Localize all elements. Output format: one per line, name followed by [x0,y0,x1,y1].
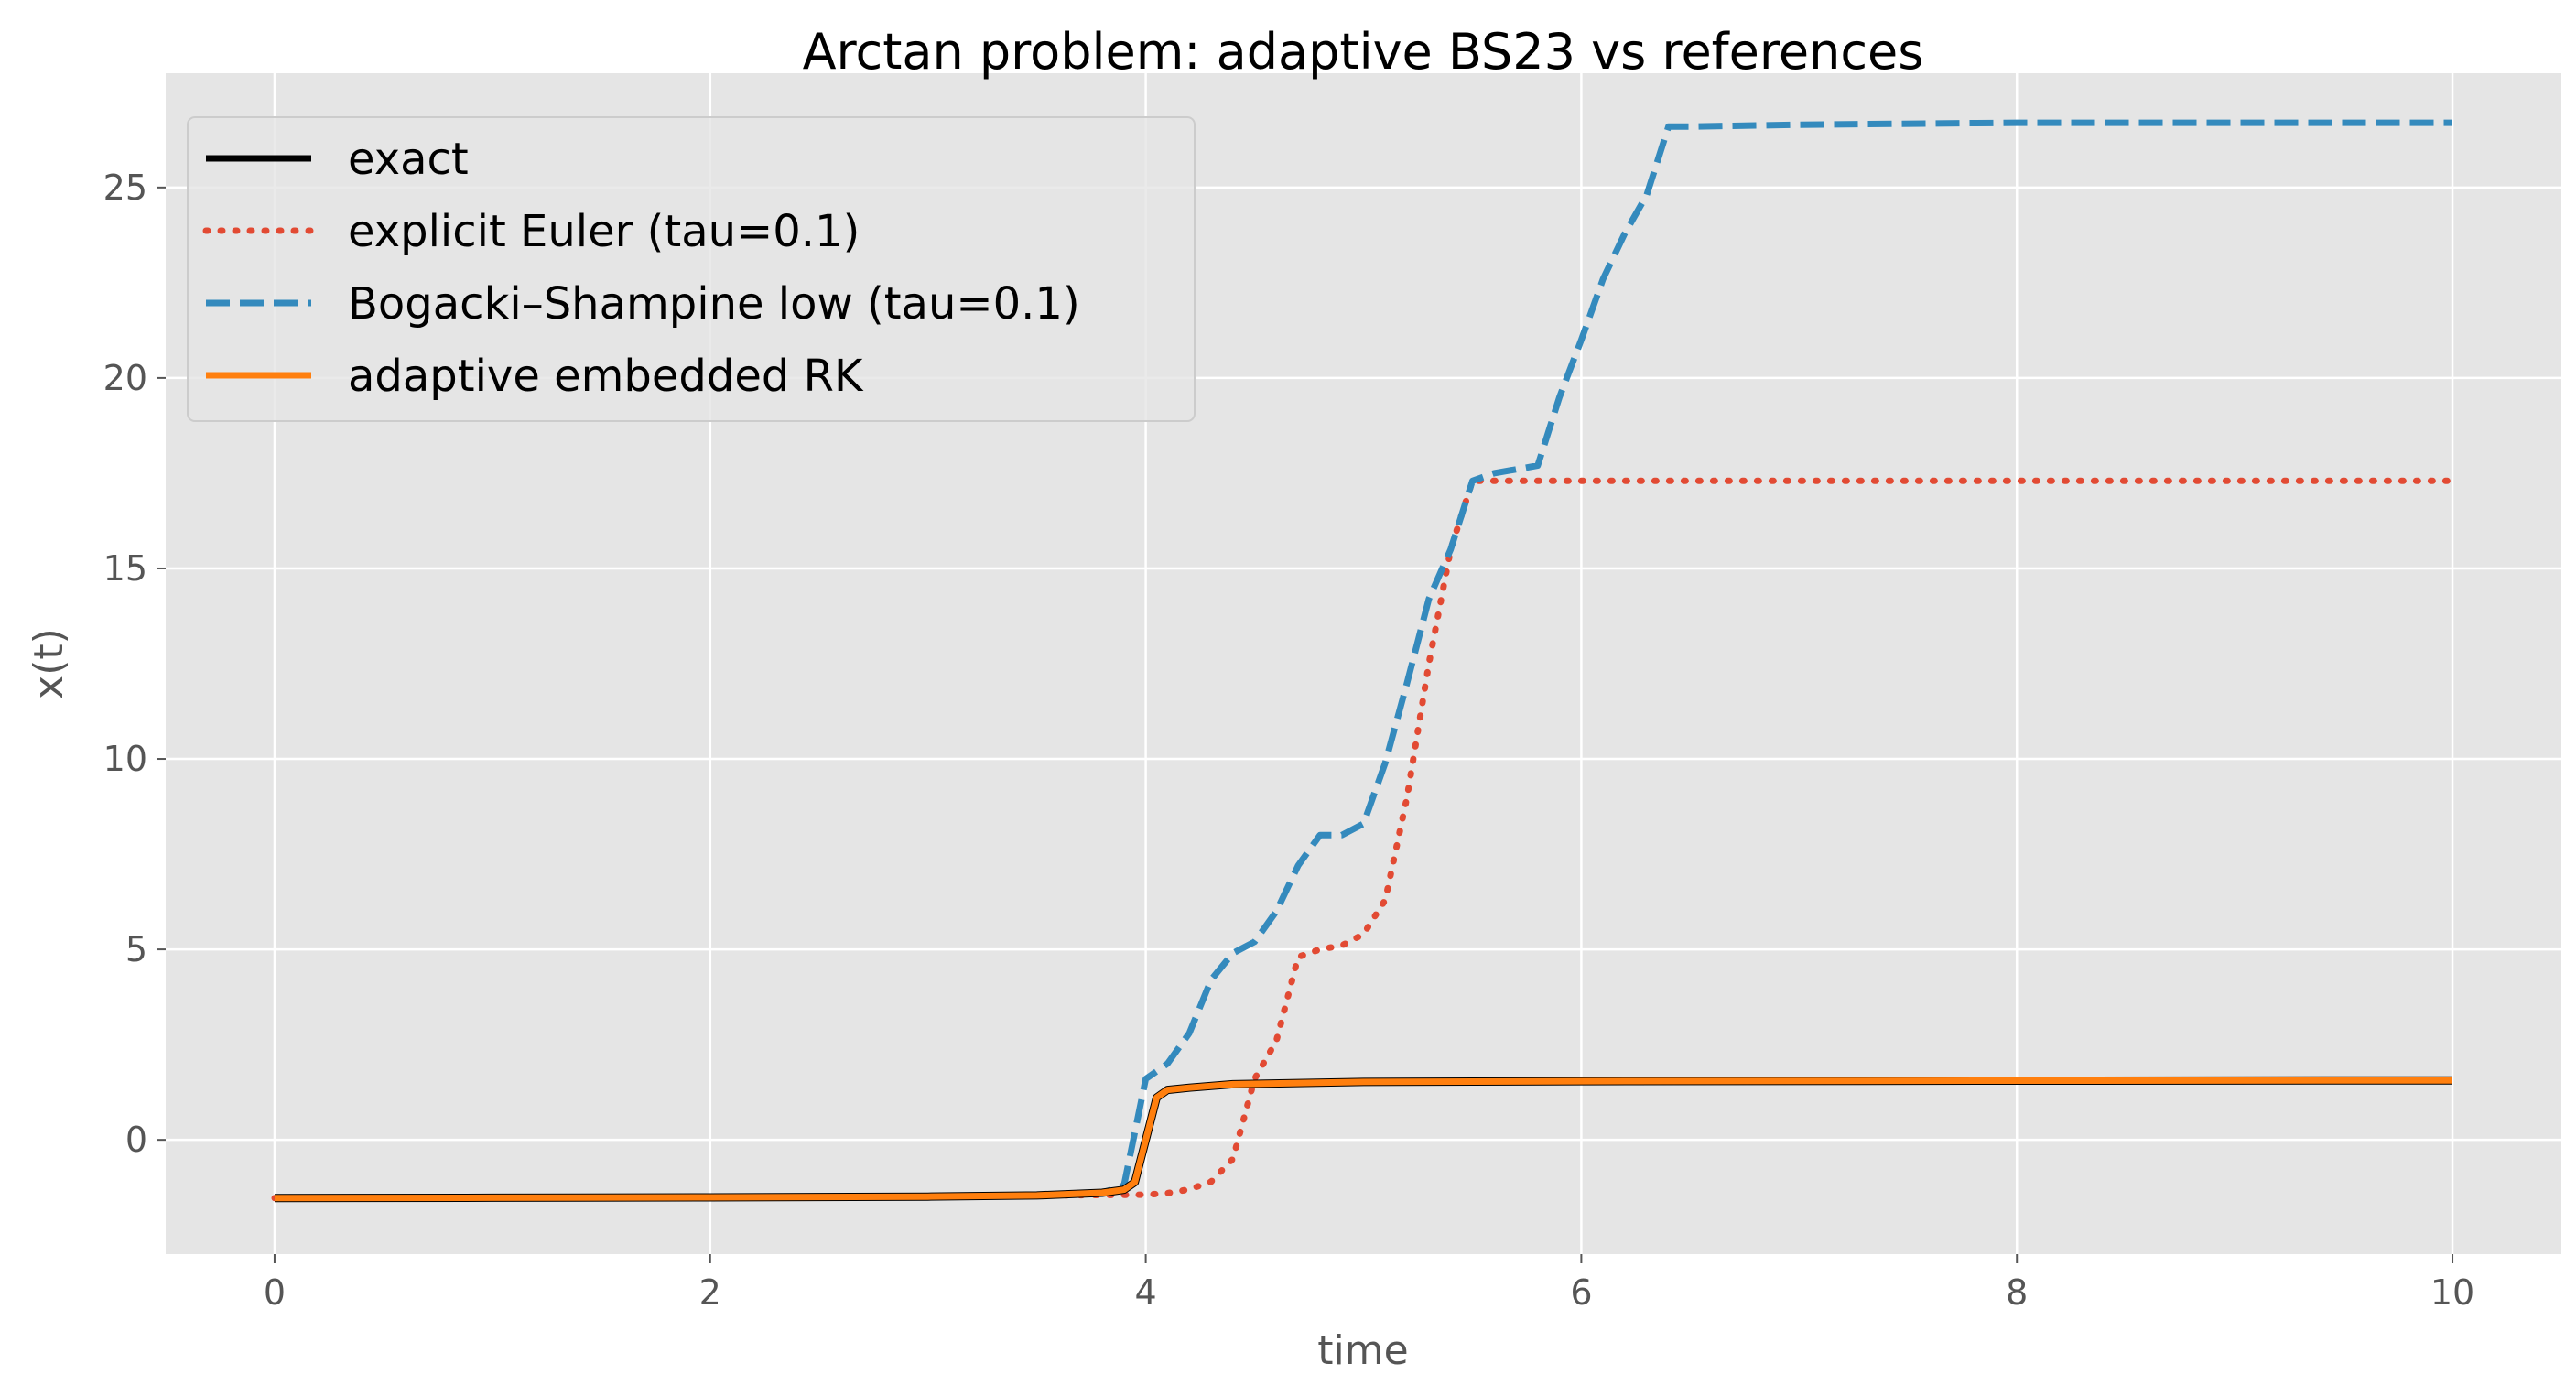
x-tick-label: 4 [1134,1272,1156,1313]
series-line-adaptive-embedded-rk [274,1077,2453,1202]
y-tick-label: 20 [103,358,147,398]
x-tick-label: 0 [264,1272,286,1313]
x-tick-label: 8 [2006,1272,2028,1313]
series-layer [271,119,2456,1203]
y-tick-label: 5 [125,929,147,969]
x-tick-label: 6 [1570,1272,1592,1313]
chart-title: Arctan problem: adaptive BS23 vs referen… [803,23,1924,81]
y-axis-label: x(t) [26,628,72,699]
legend-label: Bogacki–Shampine low (tau=0.1) [348,278,1080,330]
y-tick-label: 0 [125,1120,147,1160]
x-tick-label: 2 [699,1272,721,1313]
legend-label: adaptive embedded RK [348,351,864,402]
legend-label: exact [348,134,469,185]
y-tick-label: 15 [103,548,147,589]
x-tick-label: 10 [2430,1272,2474,1313]
x-axis-label: time [1317,1327,1408,1374]
legend: exact explicit Euler (tau=0.1) Bogacki–Sha… [187,116,1196,422]
ticks: 0 2 4 6 8 10 0 5 10 15 20 25 [103,168,2475,1313]
y-tick-label: 25 [103,168,147,208]
y-tick-label: 10 [103,739,147,779]
legend-box [187,116,1196,422]
grid [166,73,2561,1254]
legend-label: explicit Euler (tau=0.1) [348,206,860,257]
